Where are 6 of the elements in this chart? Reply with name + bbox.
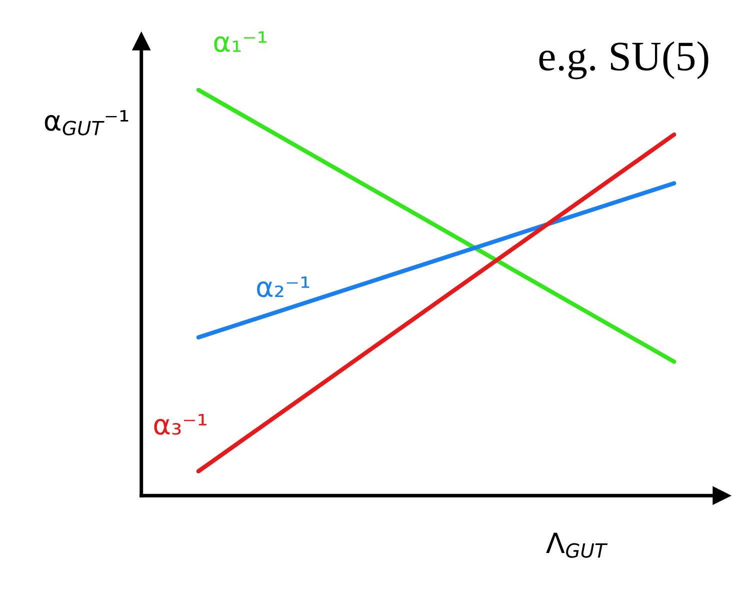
y-axis-title: α$_{GUT}$⁻¹ xyxy=(44,110,128,136)
x-axis-title: Λ$_{GUT}$ xyxy=(546,532,608,558)
text: e.g. SU(5) xyxy=(539,41,708,80)
series-label: α₂⁻¹ xyxy=(257,276,310,298)
series-label: α₁⁻¹ xyxy=(214,31,266,52)
series-label: α₃⁻¹ xyxy=(154,414,206,435)
